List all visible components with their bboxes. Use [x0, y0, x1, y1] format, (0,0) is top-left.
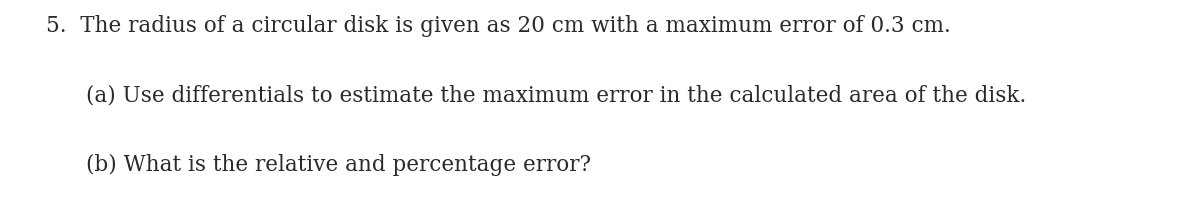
Text: 5.  The radius of a circular disk is given as 20 cm with a maximum error of 0.3 : 5. The radius of a circular disk is give… [46, 15, 950, 37]
Text: (b) What is the relative and percentage error?: (b) What is the relative and percentage … [86, 154, 592, 176]
Text: (a) Use differentials to estimate the maximum error in the calculated area of th: (a) Use differentials to estimate the ma… [86, 84, 1027, 106]
